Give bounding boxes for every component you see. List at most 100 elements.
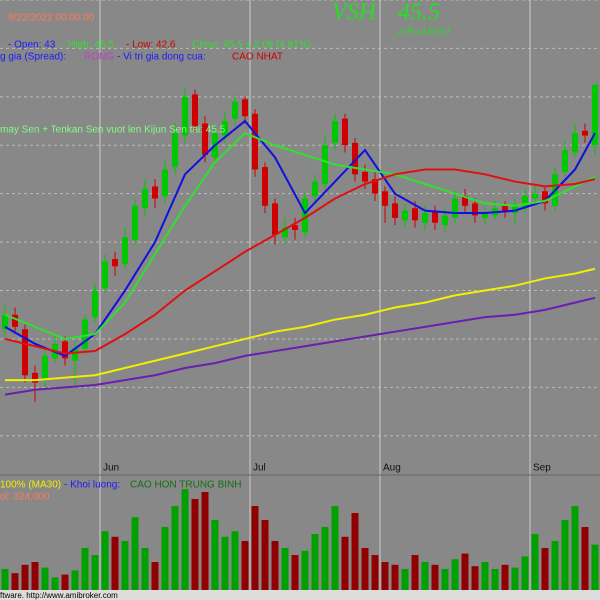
volume-bar — [401, 569, 409, 590]
signal: may Sen + Tenkan Sen vuot len Kijun Sen … — [0, 125, 226, 136]
footer: ftware. http://www.amibroker.com — [0, 591, 118, 600]
volume-bar — [151, 562, 159, 590]
volume-label: - Khoi luong: — [64, 480, 120, 491]
volume-bar — [31, 562, 39, 590]
candle-body — [42, 355, 48, 381]
volume-bar — [481, 562, 489, 590]
volume-bar — [181, 489, 189, 590]
candle-body — [482, 213, 488, 218]
candle-body — [562, 150, 568, 172]
candle-body — [232, 101, 238, 119]
volume-bar — [161, 527, 169, 590]
candle-body — [332, 121, 338, 143]
volume-bar — [461, 553, 469, 590]
candle-body — [152, 186, 158, 199]
position-value: CAO NHAT — [232, 52, 283, 63]
volume-bar — [361, 548, 369, 590]
volume-bar — [301, 550, 309, 590]
candle-body — [2, 314, 8, 330]
candle-body — [102, 261, 108, 289]
candle-body — [442, 215, 448, 226]
candle-body — [582, 130, 588, 136]
candle-body — [372, 179, 378, 194]
candle-body — [252, 113, 258, 170]
volume-bar — [391, 564, 399, 590]
candle-body — [182, 96, 188, 136]
volume-bar — [531, 534, 539, 590]
volume-value: ol: 324,000 — [0, 492, 50, 503]
close-text: - Close: 45.5 ± 2.09 (4.81%) — [186, 40, 311, 51]
candle-body — [532, 193, 538, 199]
volume-bar — [21, 564, 29, 590]
volume-bar — [81, 548, 89, 590]
volume-bar — [11, 573, 19, 590]
candle-body — [202, 123, 208, 155]
indicator-line — [4, 131, 596, 340]
volume-bar — [71, 570, 79, 590]
candle-body — [132, 205, 138, 240]
volume-status: CAO HON TRUNG BINH — [130, 480, 242, 491]
candle-body — [312, 181, 318, 197]
candle-body — [32, 372, 38, 383]
candle-body — [522, 196, 528, 209]
candle-body — [502, 205, 508, 211]
candle-body — [292, 225, 298, 230]
x-tick-label: Jun — [103, 463, 119, 474]
candle-body — [362, 171, 368, 182]
volume-bar — [291, 555, 299, 590]
volume-bar — [321, 527, 329, 590]
candle-body — [452, 198, 458, 218]
volume-bar — [191, 499, 199, 590]
volume-bar — [131, 517, 139, 590]
volume-bar — [581, 527, 589, 590]
volume-bar — [491, 569, 499, 590]
candle-body — [242, 99, 248, 117]
volume-bar — [501, 564, 509, 590]
volume-bar — [1, 569, 9, 590]
volume-bar — [91, 555, 99, 590]
volume-bar — [521, 556, 529, 590]
candle-body — [432, 210, 438, 223]
candle-body — [322, 145, 328, 184]
volume-bar — [351, 513, 359, 590]
candle-body — [342, 118, 348, 146]
volume-bar — [61, 574, 69, 590]
low-text: - Low: 42.6 — [126, 40, 176, 51]
volume-bar — [431, 564, 439, 590]
candle-body — [402, 210, 408, 221]
volume-bar — [111, 536, 119, 590]
candle-body — [462, 196, 468, 206]
volume-bar — [271, 541, 279, 590]
volume-bar — [231, 531, 239, 590]
candle-body — [192, 94, 198, 126]
volume-bar — [141, 548, 149, 590]
candle-body — [352, 142, 358, 175]
candle-body — [162, 169, 168, 197]
volume-bar — [441, 569, 449, 590]
candle-body — [92, 290, 98, 318]
indicator-line — [4, 296, 596, 396]
candle-body — [62, 341, 68, 359]
volume-bar — [211, 520, 219, 590]
volume-bar — [171, 506, 179, 590]
candle-body — [122, 237, 128, 264]
candle-body — [542, 191, 548, 204]
volume-bar — [381, 562, 389, 590]
volume-bar — [591, 544, 599, 590]
candle-body — [572, 133, 578, 153]
candle-body — [82, 319, 88, 349]
volume-bar — [331, 506, 339, 590]
volume-bar — [341, 536, 349, 590]
volume-ma: 100% (MA30) — [0, 480, 61, 491]
candle-body — [392, 203, 398, 218]
candle-body — [222, 121, 228, 136]
high-text: - High: 45.5 — [62, 40, 114, 51]
volume-bar — [311, 534, 319, 590]
x-tick-label: Sep — [533, 463, 551, 474]
indicator-line — [4, 119, 596, 358]
volume-bar — [561, 520, 569, 590]
candle-body — [382, 191, 388, 206]
ticker: VSH — [332, 0, 378, 26]
volume-bar — [541, 548, 549, 590]
